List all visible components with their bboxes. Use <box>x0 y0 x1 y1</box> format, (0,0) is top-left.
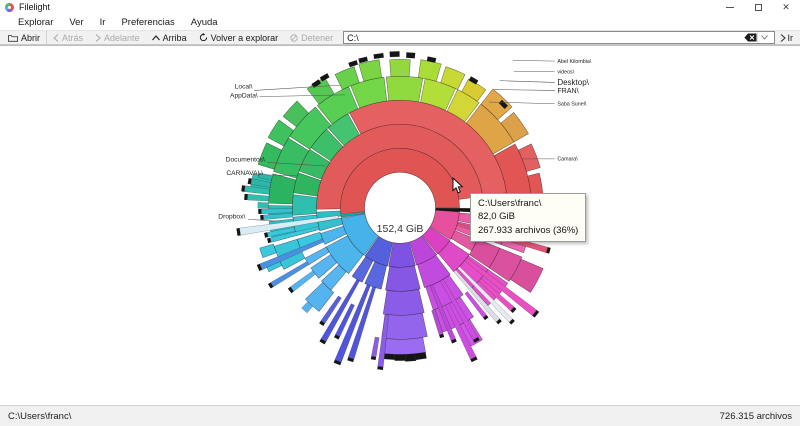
open-button[interactable]: Abrir <box>2 31 48 44</box>
folder-label: AppData\ <box>230 93 258 100</box>
go-arrow-icon <box>780 33 786 42</box>
up-button[interactable]: Arriba <box>146 31 193 44</box>
toolbar: Abrir Atrás Adelante Arriba Volver a exp… <box>0 30 800 45</box>
chevron-up-icon <box>151 34 160 40</box>
folder-icon <box>8 34 18 42</box>
folder-label: Local\ <box>235 84 253 91</box>
status-bar: C:\Users\franc\ 726.315 archivos <box>0 405 800 426</box>
minimize-icon <box>726 6 734 8</box>
folder-label: Camara\ <box>557 157 578 163</box>
mouse-cursor-icon <box>452 177 464 194</box>
tooltip-size: 82,0 GiB <box>478 211 515 223</box>
maximize-icon <box>754 3 762 11</box>
folder-label: CARNAVAL\ <box>226 170 263 177</box>
forward-button: Adelante <box>89 31 146 44</box>
filelight-app-icon <box>5 2 14 12</box>
segment-tooltip: C:\Users\franc\ 82,0 GiB 267.933 archivo… <box>470 193 587 242</box>
close-button[interactable]: ✕ <box>772 0 800 14</box>
tooltip-path: C:\Users\franc\ <box>478 198 542 209</box>
folder-label: FRAN\ <box>557 87 578 95</box>
status-current-path: C:\Users\franc\ <box>8 410 72 422</box>
chevron-down-icon <box>760 35 768 40</box>
address-dropdown-button[interactable] <box>756 32 771 43</box>
menu-ir[interactable]: Ir <box>99 16 106 28</box>
folder-label: Dropbox\ <box>218 213 245 220</box>
menu-bar: Explorar Ver Ir Preferencias Ayuda <box>0 14 800 30</box>
go-button[interactable]: Ir <box>775 33 799 43</box>
chevron-left-icon <box>53 33 59 42</box>
title-bar: Filelight ✕ <box>0 0 800 14</box>
total-size-label: 152,4 GiB <box>376 223 424 235</box>
refresh-icon <box>199 33 207 42</box>
chart-canvas: Local\ AppData\ Documentos\ CARNAVAL\ Dropbo… <box>0 45 800 405</box>
minimize-button[interactable] <box>716 0 744 14</box>
folder-label: Saba Sunel\ <box>557 102 587 108</box>
chevron-right-icon <box>95 33 101 42</box>
back-button: Atrás <box>47 31 89 44</box>
status-file-count: 726.315 archivos <box>719 410 792 422</box>
tooltip-files: 267.933 archivos (36%) <box>478 224 579 236</box>
folder-label: videos\ <box>557 70 574 76</box>
folder-label: Documentos\ <box>226 157 265 164</box>
menu-ayuda[interactable]: Ayuda <box>190 16 218 28</box>
menu-ver[interactable]: Ver <box>69 16 84 28</box>
folder-label: Desktop\ <box>557 78 589 87</box>
rescan-button[interactable]: Volver a explorar <box>193 31 285 44</box>
clear-address-icon[interactable] <box>744 33 757 42</box>
menu-explorar[interactable]: Explorar <box>18 16 54 28</box>
stop-icon <box>290 33 298 42</box>
stop-button: Detener <box>284 31 339 44</box>
address-input[interactable]: C:\ <box>347 32 359 43</box>
close-icon: ✕ <box>782 1 790 12</box>
folder-label: Abel Kilombia\ <box>557 59 592 65</box>
menu-preferencias[interactable]: Preferencias <box>121 16 175 28</box>
window-title: Filelight <box>19 2 51 12</box>
address-combobox[interactable]: C:\ <box>343 31 775 44</box>
maximize-button[interactable] <box>744 0 772 14</box>
